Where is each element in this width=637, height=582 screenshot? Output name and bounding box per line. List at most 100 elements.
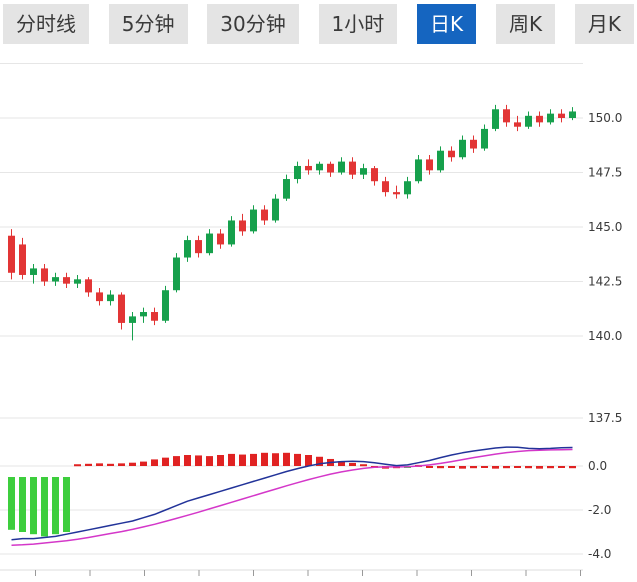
candle-body xyxy=(327,163,334,173)
tab-daily-k[interactable]: 日K xyxy=(417,4,477,44)
macd-axis-label: -4.0 xyxy=(588,547,611,561)
candle-body xyxy=(195,240,202,254)
candle-body xyxy=(316,163,323,171)
macd-bar xyxy=(228,453,235,466)
candle-body xyxy=(371,168,378,182)
tab-5min[interactable]: 5分钟 xyxy=(108,4,188,44)
macd-bar xyxy=(19,477,26,532)
tab-30min[interactable]: 30分钟 xyxy=(207,4,299,44)
candle-body xyxy=(393,192,400,195)
macd-bar xyxy=(63,477,70,532)
macd-bar xyxy=(250,453,257,466)
candle-body xyxy=(228,220,235,245)
macd-bar xyxy=(151,459,158,466)
macd-bar xyxy=(261,452,268,466)
candle-body xyxy=(558,113,565,118)
candle-body xyxy=(118,294,125,323)
candle-body xyxy=(206,233,213,254)
macd-bar xyxy=(30,477,37,535)
candlestick-series xyxy=(8,104,576,341)
price-axis-label: 147.5 xyxy=(588,166,622,180)
macd-bar xyxy=(184,455,191,466)
tab-weekly-k[interactable]: 周K xyxy=(495,4,556,44)
macd-bar xyxy=(74,464,81,467)
candle-body xyxy=(63,277,70,284)
candle-body xyxy=(360,168,367,175)
candle-body xyxy=(547,113,554,123)
tab-1hour[interactable]: 1小时 xyxy=(318,4,398,44)
macd-bar xyxy=(96,463,103,466)
candle-body xyxy=(305,165,312,171)
macd-bar xyxy=(52,477,59,535)
candle-body xyxy=(448,150,455,158)
candle-body xyxy=(239,220,246,232)
macd-bar xyxy=(8,477,15,530)
price-axis-label: 137.5 xyxy=(588,411,622,425)
macd-bar xyxy=(272,453,279,466)
candle-body xyxy=(294,165,301,180)
candle-body xyxy=(250,209,257,232)
price-axis-label: 142.5 xyxy=(588,275,622,289)
macd-bar xyxy=(140,461,147,466)
macd-bar xyxy=(41,477,48,537)
macd-bar xyxy=(525,466,532,469)
candle-body xyxy=(41,268,48,282)
x-axis-ticks xyxy=(35,570,581,576)
macd-bar xyxy=(481,466,488,468)
candle-body xyxy=(30,268,37,275)
candle-body xyxy=(173,257,180,291)
candle-body xyxy=(162,290,169,321)
dif-line xyxy=(11,446,573,541)
macd-bar xyxy=(217,455,224,466)
macd-bar xyxy=(129,462,136,466)
candle-body xyxy=(151,312,158,321)
candle-body xyxy=(503,109,510,123)
candle-body xyxy=(536,115,543,123)
macd-bar xyxy=(85,463,92,466)
macd-bar xyxy=(470,466,477,469)
macd-bar xyxy=(195,455,202,466)
macd-bar xyxy=(316,456,323,466)
candle-body xyxy=(525,115,532,127)
tab-timeshare-line[interactable]: 分时线 xyxy=(3,4,89,44)
macd-bar xyxy=(536,466,543,469)
macd-bar xyxy=(294,453,301,466)
candle-body xyxy=(481,128,488,149)
macd-bar xyxy=(305,455,312,466)
candle-body xyxy=(415,159,422,182)
y-axis-labels: 150.0 147.5 145.0 142.5 140.0 137.5 0.0 -2.0 -4.… xyxy=(588,111,622,561)
price-axis-label: 150.0 xyxy=(588,111,622,125)
macd-bar xyxy=(426,466,433,468)
candle-body xyxy=(107,294,114,302)
macd-bar xyxy=(547,466,554,469)
tab-monthly-k[interactable]: 月K xyxy=(574,4,634,44)
candle-body xyxy=(569,111,576,118)
candle-body xyxy=(184,240,191,258)
candle-body xyxy=(52,277,59,282)
macd-bar xyxy=(459,466,466,469)
macd-bar xyxy=(349,462,356,466)
candle-body xyxy=(349,161,356,175)
candle-body xyxy=(261,209,268,221)
candle-body xyxy=(283,179,290,199)
candle-body xyxy=(382,181,389,193)
macd-axis-label: -2.0 xyxy=(588,503,611,517)
macd-bar xyxy=(118,463,125,466)
price-axis-label: 145.0 xyxy=(588,220,622,234)
timeframe-tabbar: 分时线 5分钟 30分钟 1小时 日K 周K 月K xyxy=(3,4,634,44)
macd-bar xyxy=(558,466,565,468)
candle-body xyxy=(8,235,15,273)
candle-body xyxy=(96,292,103,302)
candle-body xyxy=(129,316,136,323)
candle-body xyxy=(459,139,466,158)
macd-bar xyxy=(206,456,213,466)
candle-body xyxy=(85,279,92,293)
macd-bar xyxy=(503,466,510,469)
macd-bar xyxy=(514,466,521,468)
macd-bar xyxy=(569,466,576,469)
grid-lines xyxy=(0,63,583,555)
price-axis-label: 140.0 xyxy=(588,329,622,343)
candle-body xyxy=(217,233,224,245)
candle-body xyxy=(19,244,26,275)
